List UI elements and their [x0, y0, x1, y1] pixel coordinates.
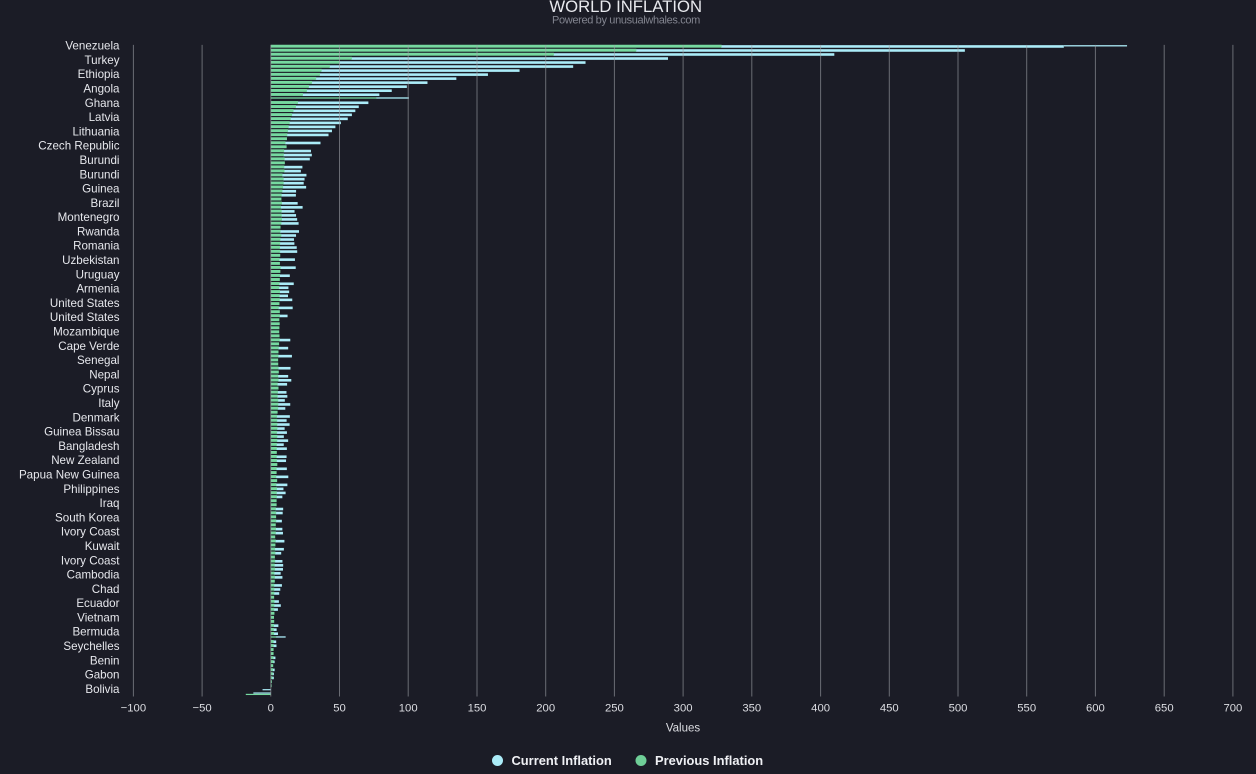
svg-text:Turkey: Turkey — [84, 54, 119, 67]
svg-text:Armenia: Armenia — [76, 283, 120, 296]
svg-text:Denmark: Denmark — [72, 411, 119, 424]
svg-text:−50: −50 — [193, 703, 212, 715]
svg-text:Vietnam: Vietnam — [77, 611, 119, 624]
svg-text:−100: −100 — [121, 703, 146, 715]
svg-text:200: 200 — [536, 703, 555, 715]
svg-text:500: 500 — [949, 703, 968, 715]
svg-text:Previous Inflation: Previous Inflation — [655, 753, 763, 768]
svg-text:Philippines: Philippines — [63, 483, 119, 496]
svg-text:Uzbekistan: Uzbekistan — [62, 254, 119, 267]
svg-text:Montenegro: Montenegro — [58, 211, 120, 224]
svg-text:Values: Values — [666, 723, 701, 735]
svg-text:0: 0 — [268, 703, 274, 715]
svg-text:Angola: Angola — [83, 82, 120, 95]
svg-text:Ghana: Ghana — [85, 97, 120, 110]
svg-text:Rwanda: Rwanda — [77, 225, 120, 238]
svg-text:Burundi: Burundi — [80, 168, 120, 181]
svg-text:Bangladesh: Bangladesh — [58, 440, 119, 453]
svg-text:Italy: Italy — [98, 397, 119, 410]
svg-text:Latvia: Latvia — [89, 111, 120, 124]
svg-text:Guinea Bissau: Guinea Bissau — [44, 426, 119, 439]
svg-text:Ivory Coast: Ivory Coast — [61, 554, 120, 567]
svg-text:Uruguay: Uruguay — [76, 268, 120, 281]
svg-text:Iraq: Iraq — [100, 497, 120, 510]
svg-text:Cambodia: Cambodia — [67, 569, 120, 582]
svg-text:Romania: Romania — [73, 240, 120, 253]
svg-text:Current Inflation: Current Inflation — [512, 753, 612, 768]
svg-text:Bermuda: Bermuda — [72, 626, 120, 639]
svg-text:Ecuador: Ecuador — [76, 597, 119, 610]
svg-text:Kuwait: Kuwait — [85, 540, 121, 553]
svg-text:450: 450 — [880, 703, 899, 715]
svg-text:WORLD INFLATION: WORLD INFLATION — [549, 0, 702, 16]
svg-text:100: 100 — [399, 703, 418, 715]
svg-text:50: 50 — [333, 703, 346, 715]
svg-text:Brazil: Brazil — [91, 197, 120, 210]
svg-text:New Zealand: New Zealand — [51, 454, 119, 467]
svg-text:700: 700 — [1223, 703, 1242, 715]
svg-text:Seychelles: Seychelles — [63, 640, 119, 653]
svg-text:Guinea: Guinea — [82, 183, 120, 196]
svg-text:550: 550 — [1017, 703, 1036, 715]
svg-text:Mozambique: Mozambique — [53, 326, 119, 339]
svg-text:Burundi: Burundi — [80, 154, 120, 167]
svg-text:Gabon: Gabon — [85, 669, 120, 682]
svg-text:United States: United States — [50, 311, 120, 324]
svg-text:400: 400 — [811, 703, 830, 715]
svg-text:150: 150 — [468, 703, 487, 715]
svg-text:Ivory Coast: Ivory Coast — [61, 526, 120, 539]
svg-text:Papua New Guinea: Papua New Guinea — [19, 468, 120, 481]
svg-text:Cape Verde: Cape Verde — [58, 340, 119, 353]
svg-text:Powered by unusualwhales.com: Powered by unusualwhales.com — [552, 14, 700, 26]
svg-text:United States: United States — [50, 297, 120, 310]
svg-text:Czech Republic: Czech Republic — [38, 140, 119, 153]
svg-text:Benin: Benin — [90, 654, 120, 667]
svg-text:Bolivia: Bolivia — [85, 683, 120, 696]
svg-text:650: 650 — [1155, 703, 1174, 715]
svg-text:Chad: Chad — [92, 583, 120, 596]
svg-text:South Korea: South Korea — [55, 511, 120, 524]
svg-text:250: 250 — [605, 703, 624, 715]
svg-text:Lithuania: Lithuania — [72, 125, 120, 138]
svg-text:600: 600 — [1086, 703, 1105, 715]
svg-text:300: 300 — [674, 703, 693, 715]
svg-text:Ethiopia: Ethiopia — [78, 68, 120, 81]
svg-text:Venezuela: Venezuela — [65, 40, 120, 53]
svg-text:Cyprus: Cyprus — [83, 383, 120, 396]
svg-text:Nepal: Nepal — [89, 368, 119, 381]
svg-text:350: 350 — [742, 703, 761, 715]
svg-text:Senegal: Senegal — [77, 354, 120, 367]
